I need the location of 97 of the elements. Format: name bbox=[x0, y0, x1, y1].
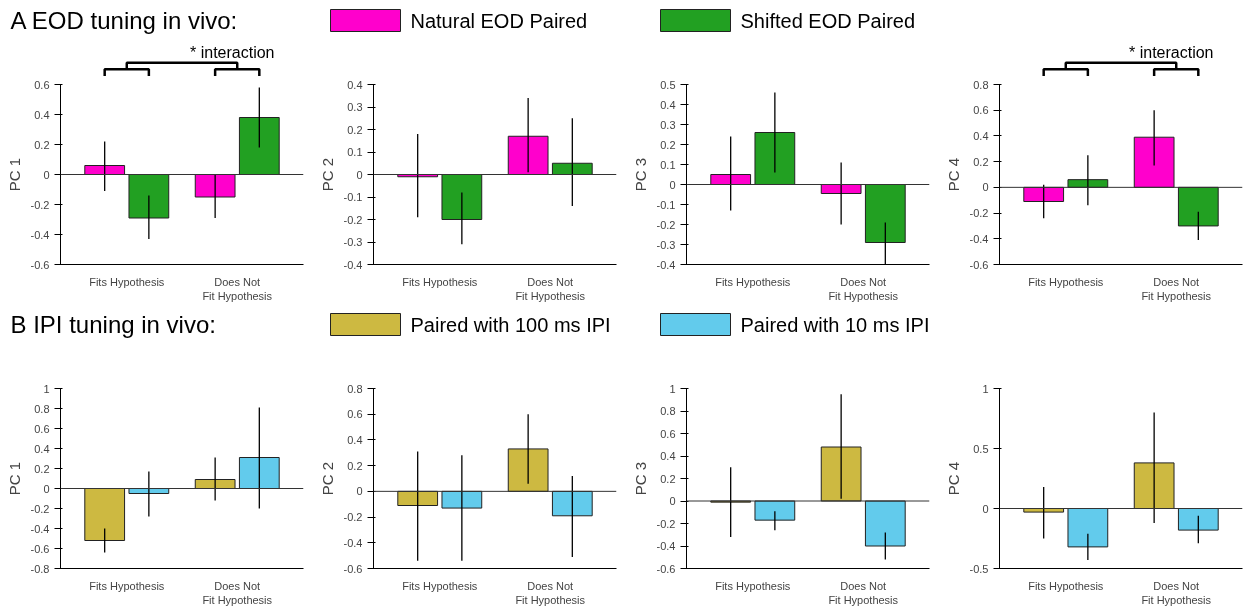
y-tick-label: -0.2 bbox=[343, 213, 363, 226]
x-tick-label: Fits Hypothesis bbox=[89, 579, 165, 592]
chart-title: B IPI tuning in vivo: bbox=[10, 311, 216, 338]
y-tick-label: 1 bbox=[43, 382, 50, 395]
text: * interaction bbox=[1129, 43, 1214, 61]
x-tick-label: Fits Hypothesis bbox=[402, 275, 478, 288]
y-tick-label: -0.5 bbox=[969, 562, 989, 575]
y-tick-label: 0.8 bbox=[660, 405, 676, 417]
x-tick-label: Does Not Fit Hypothesis bbox=[1141, 579, 1212, 606]
y-tick-label: 0.4 bbox=[34, 442, 50, 455]
y-tick-label: 0.4 bbox=[347, 433, 363, 446]
y-tick-label: -0.6 bbox=[30, 542, 50, 555]
legend-label: Paired with 10 ms IPI bbox=[740, 313, 930, 336]
y-tick-label: -0.2 bbox=[656, 218, 676, 231]
y-tick-label: 0 bbox=[669, 495, 676, 507]
x-tick-label: Fits Hypothesis bbox=[1028, 275, 1104, 288]
x-tick-label: Fits Hypothesis bbox=[715, 275, 791, 288]
x-tick-label: Does Not Fit Hypothesis bbox=[515, 579, 586, 606]
legend-label: Paired with 100 ms IPI bbox=[410, 313, 611, 336]
y-tick-label: 0.6 bbox=[973, 104, 989, 117]
y-axis-title: PC 2 bbox=[318, 461, 336, 496]
y-tick-label: 0.4 bbox=[660, 450, 676, 462]
y-tick-label: -0.4 bbox=[656, 258, 676, 271]
y-axis-title: PC 4 bbox=[944, 157, 962, 192]
y-tick-label: 0 bbox=[982, 181, 989, 194]
y-tick-label: 0.2 bbox=[34, 462, 50, 475]
y-tick-label: 1 bbox=[982, 382, 989, 395]
y-axis-title: PC 1 bbox=[5, 157, 23, 192]
y-tick-label: 0.4 bbox=[973, 129, 989, 142]
y-tick-label: -0.6 bbox=[969, 258, 989, 271]
x-tick-label: Does Not Fit Hypothesis bbox=[1141, 275, 1212, 302]
y-tick-label: -0.2 bbox=[969, 207, 989, 220]
y-tick-label: 0 bbox=[43, 168, 50, 181]
y-tick-label: 0.2 bbox=[347, 459, 363, 472]
y-tick-label: -0.4 bbox=[656, 540, 676, 552]
y-tick-label: 0 bbox=[43, 482, 50, 495]
y-tick-label: 0 bbox=[356, 168, 363, 181]
y-tick-label: 1 bbox=[669, 382, 676, 395]
y-tick-label: 0.5 bbox=[660, 78, 676, 91]
x-tick-label: Does Not Fit Hypothesis bbox=[202, 579, 273, 606]
x-tick-label: Does Not Fit Hypothesis bbox=[202, 275, 273, 302]
y-tick-label: 0.3 bbox=[347, 101, 363, 113]
y-tick-label: 0.4 bbox=[34, 108, 50, 121]
y-tick-label: -0.6 bbox=[656, 562, 676, 575]
y-tick-label: 0.5 bbox=[973, 442, 989, 455]
y-tick-label: 0.6 bbox=[660, 427, 676, 440]
y-tick-label: -0.1 bbox=[656, 198, 676, 211]
y-tick-label: -0.1 bbox=[343, 191, 363, 203]
y-tick-label: 0.2 bbox=[34, 138, 50, 151]
x-tick-label: Fits Hypothesis bbox=[89, 275, 165, 288]
y-axis-title: PC 4 bbox=[944, 461, 962, 496]
y-tick-label: 0 bbox=[356, 485, 363, 498]
y-tick-label: -0.4 bbox=[30, 228, 50, 241]
y-tick-label: -0.6 bbox=[343, 562, 363, 575]
y-tick-label: -0.3 bbox=[343, 236, 363, 248]
x-tick-label: Fits Hypothesis bbox=[715, 579, 791, 592]
y-tick-label: 0.6 bbox=[347, 408, 363, 421]
y-axis-title: PC 3 bbox=[631, 461, 649, 496]
y-tick-label: 0.4 bbox=[660, 98, 676, 111]
y-tick-label: 0.2 bbox=[660, 138, 676, 151]
x-tick-label: Does Not Fit Hypothesis bbox=[828, 275, 899, 302]
y-tick-label: 0.2 bbox=[660, 472, 676, 485]
y-tick-label: -0.6 bbox=[30, 258, 50, 271]
y-tick-label: -0.4 bbox=[969, 232, 989, 245]
chart-title: A EOD tuning in vivo: bbox=[10, 7, 238, 34]
y-tick-label: 0.2 bbox=[347, 123, 363, 136]
x-tick-label: Fits Hypothesis bbox=[1028, 579, 1104, 592]
y-axis-title: PC 3 bbox=[631, 157, 649, 192]
y-tick-label: -0.2 bbox=[343, 511, 363, 524]
y-tick-label: -0.2 bbox=[30, 198, 50, 211]
x-tick-label: Does Not Fit Hypothesis bbox=[828, 579, 899, 606]
y-tick-label: 0.6 bbox=[34, 78, 50, 91]
y-tick-label: 0.2 bbox=[973, 155, 989, 168]
y-tick-label: 0.8 bbox=[34, 402, 50, 415]
y-tick-label: 0.1 bbox=[347, 146, 363, 158]
y-tick-label: 0.8 bbox=[347, 382, 363, 395]
y-axis-title: PC 2 bbox=[318, 157, 336, 192]
y-tick-label: -0.2 bbox=[30, 502, 50, 515]
y-tick-label: 0.4 bbox=[347, 78, 363, 91]
y-tick-label: -0.2 bbox=[656, 517, 676, 530]
y-tick-label: 0.3 bbox=[660, 118, 676, 131]
y-tick-label: -0.3 bbox=[656, 238, 676, 251]
y-tick-label: 0 bbox=[982, 502, 989, 515]
y-tick-label: 0.8 bbox=[973, 78, 989, 91]
legend-label: Shifted EOD Paired bbox=[740, 9, 916, 32]
x-tick-label: Fits Hypothesis bbox=[402, 579, 478, 592]
y-tick-label: 0.1 bbox=[660, 158, 676, 171]
text: * interaction bbox=[190, 43, 275, 61]
y-tick-label: -0.4 bbox=[343, 536, 363, 549]
y-tick-label: -0.8 bbox=[30, 562, 50, 575]
x-tick-label: Does Not Fit Hypothesis bbox=[515, 275, 586, 302]
y-tick-label: 0 bbox=[669, 178, 676, 191]
y-tick-label: 0.6 bbox=[34, 422, 50, 435]
y-axis-title: PC 1 bbox=[5, 461, 23, 496]
y-tick-label: -0.4 bbox=[30, 522, 50, 535]
y-tick-label: -0.4 bbox=[343, 258, 363, 271]
legend-label: Natural EOD Paired bbox=[410, 9, 588, 32]
